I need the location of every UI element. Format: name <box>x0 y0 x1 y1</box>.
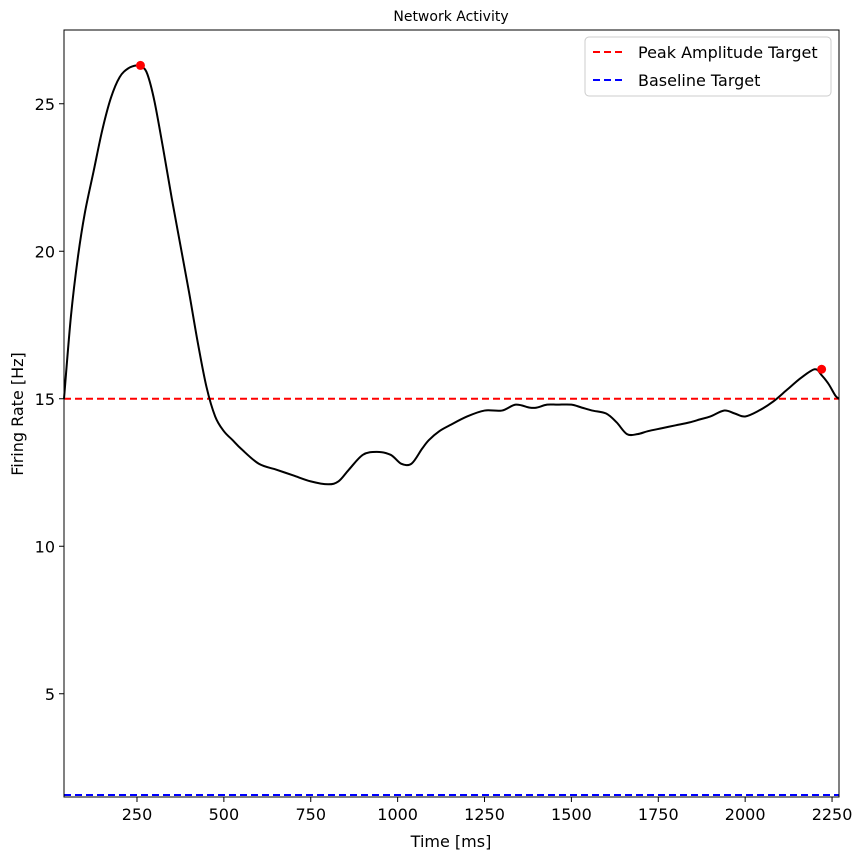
x-axis: 250 500 750 1000 1250 1500 1750 2000 2250 <box>122 797 853 824</box>
peak-marker-0 <box>135 60 145 70</box>
firing-rate-line-0 <box>63 64 840 486</box>
x-tick-label: 2000 <box>725 805 766 824</box>
x-axis-label: Time [ms] <box>410 832 492 851</box>
x-tick-label: 1750 <box>638 805 679 824</box>
legend: Peak Amplitude Target Baseline Target <box>584 36 832 97</box>
x-tick-label: 750 <box>295 805 326 824</box>
y-tick-label: 20 <box>35 242 55 261</box>
x-tick-label: 1250 <box>464 805 505 824</box>
peak-marker-1 <box>817 364 827 374</box>
y-axis-label: Firing Rate [Hz] <box>8 352 27 476</box>
x-tick-label: 500 <box>209 805 240 824</box>
legend-box <box>584 36 832 97</box>
x-tick-label: 2250 <box>812 805 853 824</box>
legend-label-peak-amplitude-target: Peak Amplitude Target <box>638 43 818 62</box>
y-axis: 5 10 15 20 25 <box>35 95 64 704</box>
y-tick-label: 5 <box>45 685 55 704</box>
x-tick-label: 1500 <box>551 805 592 824</box>
chart-title: Network Activity <box>393 9 508 25</box>
legend-label-baseline-target: Baseline Target <box>638 71 760 90</box>
axes-frame <box>63 29 840 798</box>
x-tick-label: 250 <box>122 805 153 824</box>
y-tick-label: 25 <box>35 95 55 114</box>
x-tick-label: 1000 <box>377 805 418 824</box>
plot-area <box>63 60 840 796</box>
y-tick-label: 15 <box>35 390 55 409</box>
y-tick-label: 10 <box>35 537 55 556</box>
